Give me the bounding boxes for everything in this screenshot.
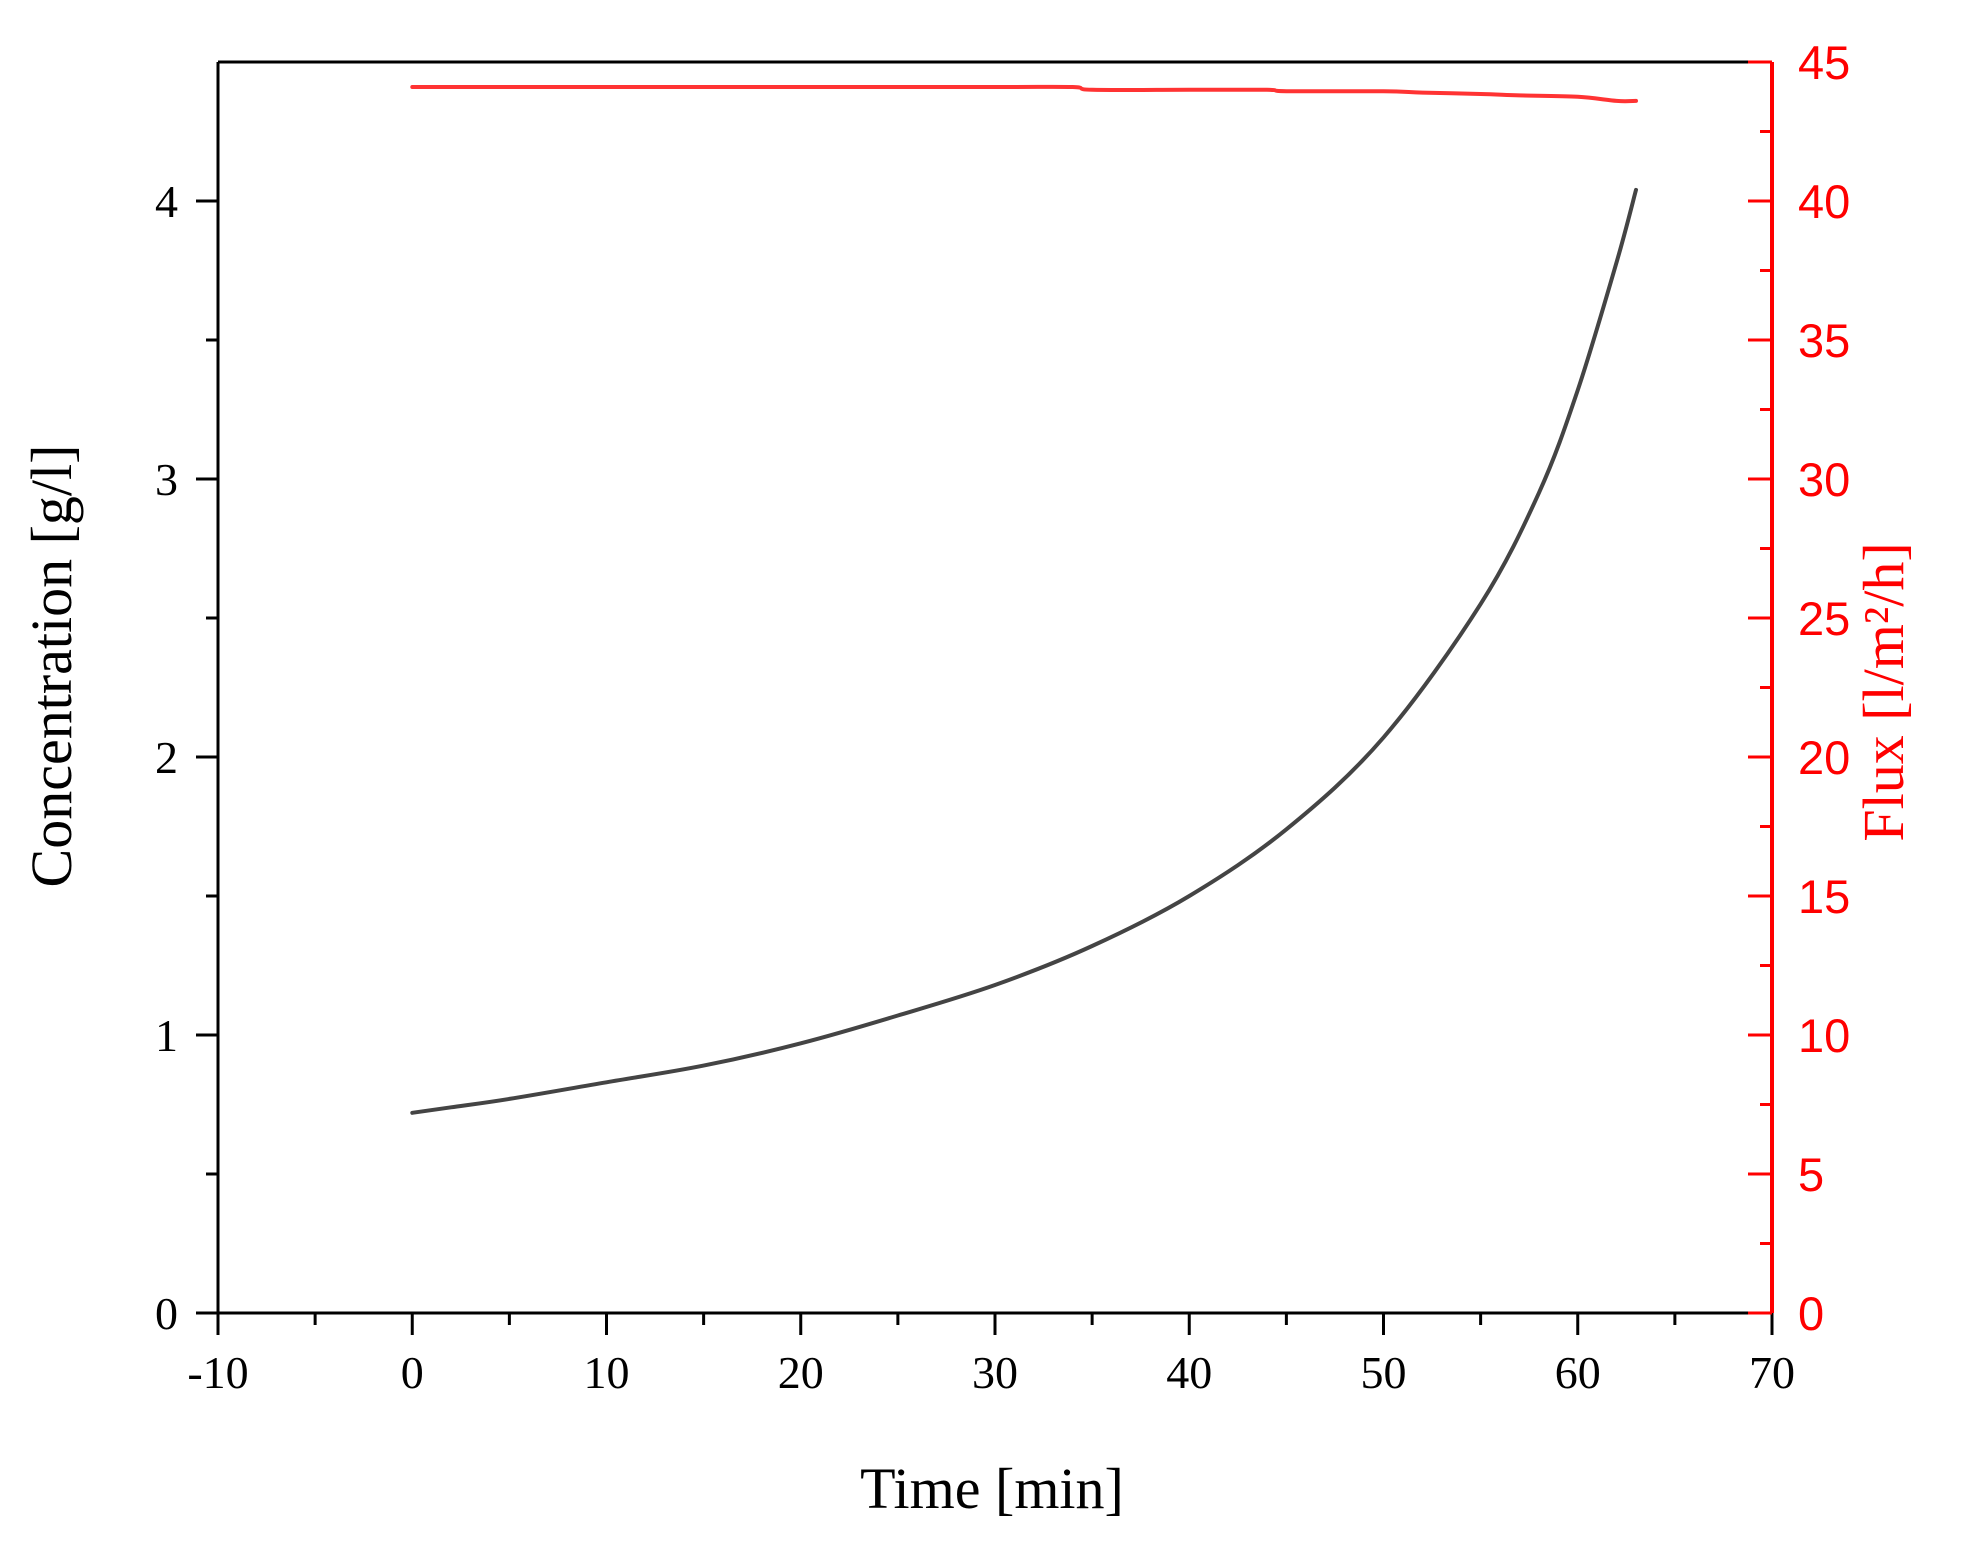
series-lines	[410, 84, 1638, 1115]
x-tick-label: 60	[1555, 1347, 1601, 1398]
x-tick-label: 10	[584, 1347, 630, 1398]
x-tick-label: 70	[1749, 1347, 1795, 1398]
y-right-tick-label: 20	[1798, 731, 1850, 784]
x-tick-label: 50	[1361, 1347, 1407, 1398]
x-tick-label: 40	[1166, 1347, 1212, 1398]
y-right-tick-label: 30	[1798, 453, 1850, 506]
y-axis-right-title: Flux [l/m²/h]	[1851, 542, 1916, 841]
y-axis-left-title: Concentration [g/l]	[19, 445, 84, 888]
y-left-tick-label: 3	[155, 454, 178, 505]
ticks: -10 0 10 20 30 40 50 60 700123405101520253035404…	[155, 36, 1850, 1398]
y-right-tick-label: 5	[1798, 1148, 1824, 1201]
y-right-tick-label: 0	[1798, 1287, 1824, 1340]
y-left-tick-label: 2	[155, 732, 178, 783]
flux-line	[410, 84, 1638, 104]
axes	[216, 60, 1774, 1315]
y-right-tick-label: 40	[1798, 175, 1850, 228]
y-left-tick-label: 4	[155, 176, 178, 227]
x-tick-label: 30	[972, 1347, 1018, 1398]
x-tick-label: 0	[401, 1347, 424, 1398]
y-left-tick-label: 0	[155, 1288, 178, 1339]
y-right-tick-label: 25	[1798, 592, 1850, 645]
y-right-tick-label: 45	[1798, 36, 1850, 89]
y-right-tick-label: 10	[1798, 1009, 1850, 1062]
y-right-tick-label: 35	[1798, 314, 1850, 367]
y-right-tick-label: 15	[1798, 870, 1850, 923]
x-tick-label: -10	[187, 1347, 248, 1398]
y-left-tick-label: 1	[155, 1010, 178, 1061]
x-tick-label: 20	[778, 1347, 824, 1398]
concentration-line	[410, 187, 1638, 1115]
x-axis-title: Time [min]	[860, 1456, 1124, 1521]
